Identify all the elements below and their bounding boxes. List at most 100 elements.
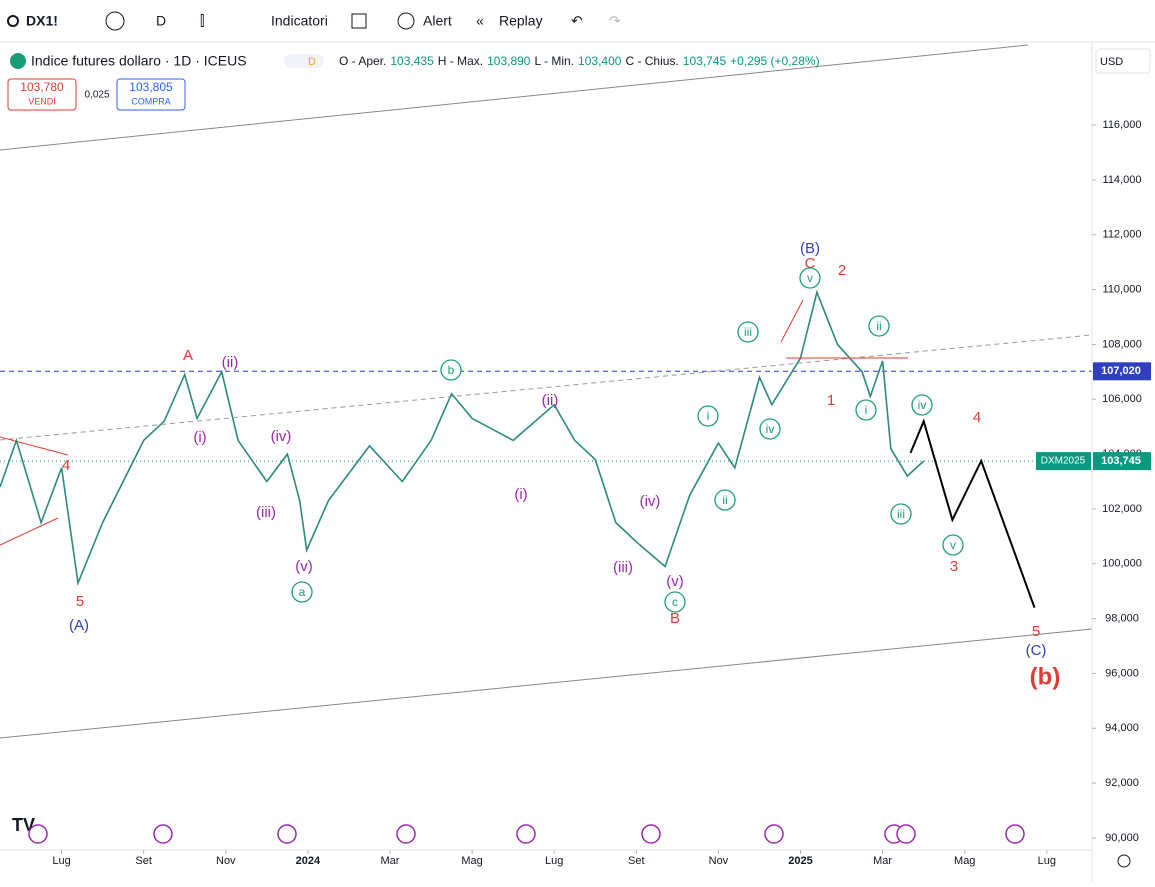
wave-label: (iii) xyxy=(256,504,276,521)
event-icon[interactable] xyxy=(153,824,173,844)
buy-label[interactable]: COMPRA xyxy=(131,96,171,106)
wave-label: 1 xyxy=(827,392,835,409)
x-tick-label: Lug xyxy=(52,855,70,867)
x-tick-label: Set xyxy=(628,855,645,867)
ohlc-value: 103,890 xyxy=(487,54,531,68)
wave-circle xyxy=(697,405,719,427)
wave-label: 4 xyxy=(62,457,70,474)
alert-icon[interactable] xyxy=(397,12,415,30)
y-tick-label: 96,000 xyxy=(1105,667,1139,679)
x-tick-label: Nov xyxy=(709,855,729,867)
wave-circle xyxy=(291,581,313,603)
y-tick-label: 94,000 xyxy=(1105,722,1139,734)
sell-box[interactable] xyxy=(7,78,77,111)
event-icon[interactable] xyxy=(764,824,784,844)
event-icon[interactable] xyxy=(396,824,416,844)
event-icon[interactable] xyxy=(641,824,661,844)
wave-label: B xyxy=(670,610,680,627)
wave-label: ii xyxy=(722,493,727,507)
ohlc-value: 103,400 xyxy=(578,54,622,68)
buy-price[interactable]: 103,805 xyxy=(129,80,173,94)
event-icon[interactable] xyxy=(1005,824,1025,844)
x-tick-label: Mag xyxy=(461,855,482,867)
wave-label: iii xyxy=(897,507,905,521)
x-tick-label: Mar xyxy=(381,855,400,867)
ohlc-value: 103,745 xyxy=(683,54,727,68)
wave-label: A xyxy=(183,347,193,364)
y-tick-label: 114,000 xyxy=(1103,174,1142,186)
x-tick-label: Lug xyxy=(1038,855,1056,867)
logo xyxy=(10,53,26,69)
y-tick-label: 102,000 xyxy=(1102,503,1142,515)
currency[interactable]: USD xyxy=(1100,56,1123,68)
ohlc-label: C - Chius. xyxy=(625,54,678,68)
y-tick-label: 106,000 xyxy=(1102,393,1142,405)
contract-label: DXM2025 xyxy=(1041,456,1086,467)
channel-bottom xyxy=(0,628,1093,739)
event-icon[interactable] xyxy=(277,824,297,844)
wave-label: 2 xyxy=(838,262,846,279)
price-line xyxy=(909,418,1036,608)
trendline xyxy=(0,436,69,456)
layout-icon[interactable] xyxy=(351,13,367,29)
badge-bg xyxy=(284,54,324,68)
wave-circle xyxy=(855,399,877,421)
wave-label: 4 xyxy=(973,409,981,426)
toolbar xyxy=(0,0,1155,42)
x-tick-label: Mag xyxy=(954,855,975,867)
wave-circle xyxy=(759,418,781,440)
ohlc-label: H - Max. xyxy=(438,54,483,68)
y-tick-label: 110,000 xyxy=(1103,283,1142,295)
wave-label: (ii) xyxy=(542,392,559,409)
wave-label: iv xyxy=(766,422,775,436)
sell-price[interactable]: 103,780 xyxy=(20,80,64,94)
event-icon[interactable] xyxy=(28,824,48,844)
settings-icon[interactable] xyxy=(1117,854,1131,868)
ohlc-value: 103,435 xyxy=(390,54,434,68)
wave-label: (i) xyxy=(193,429,206,446)
x-tick-label: Lug xyxy=(545,855,563,867)
wave-label: (v) xyxy=(295,558,313,575)
undo[interactable]: ↶ xyxy=(571,13,583,29)
wave-circle xyxy=(942,534,964,556)
level-label: 107,020 xyxy=(1101,365,1141,377)
alert[interactable]: Alert xyxy=(423,13,452,29)
wave-label: ii xyxy=(876,319,881,333)
indicators[interactable]: Indicatori xyxy=(271,13,328,29)
wave-label: (b) xyxy=(1030,663,1061,690)
ohlc-label: +0,295 (+0,28%) xyxy=(730,54,819,68)
trendline xyxy=(0,517,59,546)
wave-label: (C) xyxy=(1026,642,1047,659)
add-icon[interactable] xyxy=(105,11,125,31)
redo[interactable]: ↷ xyxy=(609,13,621,29)
wave-label: v xyxy=(950,538,956,552)
interval[interactable]: D xyxy=(156,13,166,29)
wave-circle xyxy=(868,315,890,337)
currency-box[interactable] xyxy=(1095,48,1151,74)
wave-label: (iv) xyxy=(271,428,292,445)
buy-box[interactable] xyxy=(116,78,186,111)
replay[interactable]: Replay xyxy=(499,13,543,29)
y-tick-label: 116,000 xyxy=(1103,119,1142,131)
ohlc-label: L - Min. xyxy=(534,54,574,68)
event-icon[interactable] xyxy=(516,824,536,844)
event-icon[interactable] xyxy=(896,824,916,844)
y-tick-label: 100,000 xyxy=(1102,558,1142,570)
wave-circle xyxy=(911,394,933,416)
sell-label[interactable]: VENDI xyxy=(28,96,56,106)
wave-circle xyxy=(890,503,912,525)
wave-circle xyxy=(664,591,686,613)
wave-label: (A) xyxy=(69,617,89,634)
wave-label: (iii) xyxy=(613,559,633,576)
wave-circle xyxy=(737,321,759,343)
contract-tag xyxy=(1036,452,1091,471)
x-tick-label: 2025 xyxy=(788,855,812,867)
bar-type-icon[interactable]: ⫿ xyxy=(200,13,204,29)
y-tick-label: 98,000 xyxy=(1105,613,1139,625)
search-icon[interactable] xyxy=(7,15,19,27)
replay-icon[interactable]: « xyxy=(476,13,484,29)
symbol[interactable]: DX1! xyxy=(26,13,58,29)
spread: 0,025 xyxy=(84,90,109,101)
wave-label: c xyxy=(672,595,678,609)
